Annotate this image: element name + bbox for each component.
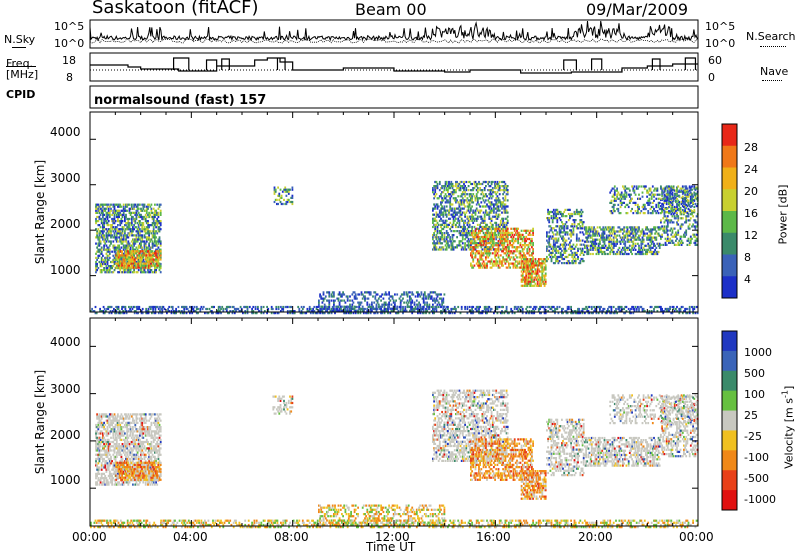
velocity-ytick-3000: 3000 [50, 382, 81, 396]
vel-cb-tick-neg25: -25 [744, 430, 762, 443]
cpid-frame [89, 85, 699, 109]
search-tick-top: 10^5 [705, 20, 736, 33]
time-axis-ticks [89, 112, 699, 526]
vel-cb-tick-500: 500 [744, 367, 765, 380]
n-search-line-sample [760, 46, 786, 47]
n-sky-trace [89, 20, 699, 42]
n-search-trace [89, 38, 699, 44]
vel-cb-tick-neg100: -100 [744, 451, 769, 464]
vel-cb-tick-1000: 1000 [744, 346, 772, 359]
n-sky-label: N.Sky [4, 33, 36, 46]
vel-cb-tick-neg1000: -1000 [744, 493, 776, 506]
time-tick-6: 00:00 [679, 530, 714, 544]
velocity-frame [89, 317, 699, 527]
power-cb-tick-8: 8 [744, 251, 751, 264]
freq-panel-frame [89, 52, 699, 82]
power-scatter [90, 180, 699, 315]
velocity-ytick-1000: 1000 [50, 473, 81, 487]
sky-search-panel [89, 19, 699, 49]
sky-tick-top: 10^5 [54, 20, 85, 33]
power-colorbar-label: Power [dB] [776, 184, 790, 245]
time-tick-5: 20:00 [578, 530, 613, 544]
velocity-panel [89, 317, 699, 529]
time-tick-0: 00:00 [72, 530, 107, 544]
time-tick-3: 12:00 [375, 530, 410, 544]
velocity-colorbar-label-sup: -1 [780, 390, 790, 399]
power-ylabel: Slant Range [km] [33, 159, 48, 265]
time-axis-label: Time UT [366, 540, 416, 554]
power-cb-tick-4: 4 [744, 273, 751, 286]
freq-tick-top: 18 [62, 54, 76, 67]
power-cb-tick-28: 28 [744, 141, 758, 154]
sky-tick-bottom: 10^0 [54, 37, 85, 50]
n-search-label: N.Search [746, 30, 796, 43]
power-cb-tick-24: 24 [744, 163, 758, 176]
freq-nave-panel [89, 52, 699, 82]
cpid-panel [89, 85, 699, 109]
cpid-label: CPID [6, 88, 36, 101]
velocity-ytick-2000: 2000 [50, 428, 81, 442]
nave-line-sample [762, 80, 782, 81]
power-ytick-1000: 1000 [50, 263, 81, 277]
power-panel [89, 111, 699, 315]
power-cb-tick-20: 20 [744, 185, 758, 198]
freq-line-sample [6, 66, 36, 67]
time-tick-2: 08:00 [274, 530, 309, 544]
velocity-colorbar-label: Velocity [m s-1] [781, 372, 796, 482]
power-y-ticks [90, 138, 698, 277]
vel-cb-tick-neg500: -500 [744, 472, 769, 485]
power-cb-tick-16: 16 [744, 207, 758, 220]
power-frame [89, 111, 699, 313]
freq-trace [90, 57, 698, 74]
beam-title: Beam 00 [355, 0, 427, 19]
power-colorbar [721, 123, 738, 299]
cpid-text: normalsound (fast) 157 [94, 93, 267, 108]
date-title: 09/Mar/2009 [586, 0, 689, 19]
power-ytick-4000: 4000 [50, 125, 81, 139]
velocity-colorbar [721, 330, 738, 511]
velocity-colorbar-label-main: Velocity [m s [782, 398, 796, 469]
velocity-y-ticks [90, 345, 698, 489]
power-cb-tick-12: 12 [744, 229, 758, 242]
sky-panel-frame [89, 19, 699, 49]
nave-label: Nave [760, 65, 789, 78]
nave-tick-bottom: 0 [708, 71, 715, 84]
power-ytick-3000: 3000 [50, 171, 81, 185]
velocity-ytick-4000: 4000 [50, 335, 81, 349]
nave-tick-top: 60 [708, 54, 722, 67]
n-sky-line-sample [12, 47, 26, 48]
freq-unit-label: [MHz] [6, 68, 39, 81]
search-tick-bottom: 10^0 [705, 37, 736, 50]
freq-tick-bottom: 8 [66, 71, 73, 84]
velocity-scatter [90, 389, 699, 529]
station-title: Saskatoon (fitACF) [92, 0, 259, 18]
vel-cb-tick-100: 100 [744, 388, 765, 401]
velocity-ylabel: Slant Range [km] [33, 369, 48, 475]
time-tick-1: 04:00 [173, 530, 208, 544]
power-ytick-2000: 2000 [50, 217, 81, 231]
time-tick-4: 16:00 [476, 530, 511, 544]
vel-cb-tick-25: 25 [744, 409, 758, 422]
velocity-colorbar-label-end: ] [782, 385, 796, 391]
